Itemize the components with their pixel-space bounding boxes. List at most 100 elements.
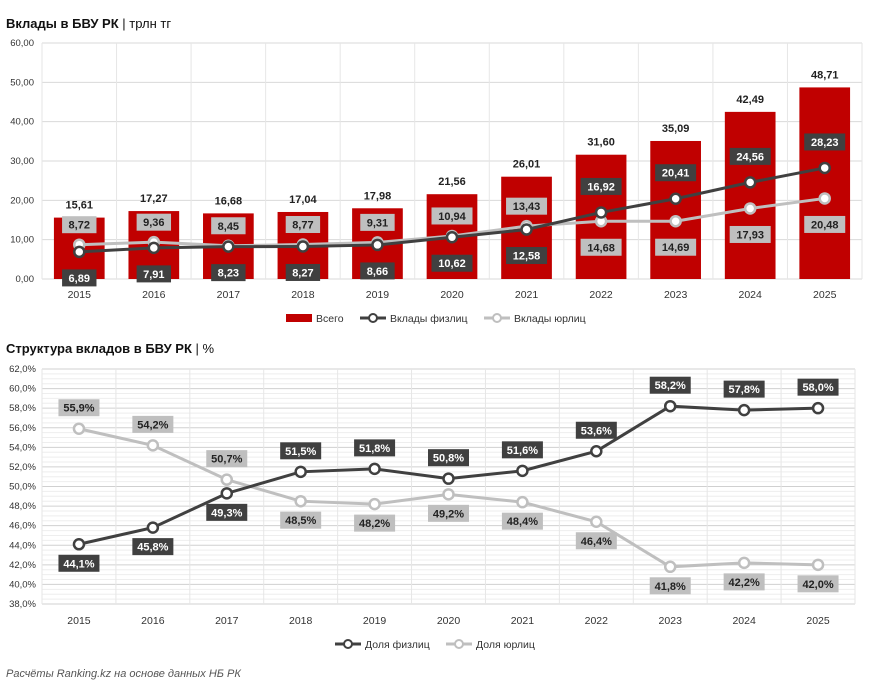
- yur-data-label: 8,45: [218, 221, 239, 233]
- yur-data-label-bg: [804, 215, 846, 233]
- share-yur-point: [737, 556, 751, 570]
- share-fiz-label: 57,8%: [729, 384, 760, 396]
- y-tick-label: 54,0%: [9, 442, 36, 453]
- share-fiz-point: [516, 464, 529, 478]
- share-fiz-label-bg: [501, 441, 543, 459]
- y-tick-label: 50,00: [10, 77, 34, 88]
- yur-data-label-bg: [580, 238, 622, 256]
- yur-data-label-bg: [136, 213, 172, 231]
- share-yur-point: [220, 473, 234, 486]
- share-yur-label: 42,2%: [729, 577, 760, 589]
- share-fiz-point: [220, 487, 234, 500]
- y-tick-label: 58,0%: [9, 403, 36, 414]
- y-tick-label: 42,0%: [9, 560, 36, 571]
- share-fiz-line: [78, 404, 819, 546]
- x-tick-label: 2023: [659, 615, 683, 627]
- fiz-data-label-bg: [136, 265, 172, 283]
- share-fiz-point: [737, 403, 751, 417]
- yur-data-label: 8,72: [69, 220, 90, 232]
- fiz-data-label: 6,89: [69, 273, 90, 285]
- y-tick-label: 60,00: [10, 38, 34, 49]
- yur-data-label-bg: [655, 238, 697, 256]
- bar-total-label: 35,09: [662, 123, 690, 135]
- bar-total-label: 17,98: [364, 190, 392, 202]
- fiz-data-label: 10,62: [438, 258, 466, 270]
- share-fiz-point: [442, 472, 455, 485]
- y-tick-label: 10,00: [10, 235, 34, 246]
- share-fiz-label-bg: [206, 503, 248, 521]
- chart2-title-separator: |: [195, 341, 199, 356]
- x-tick-label: 2022: [585, 615, 609, 627]
- bar-total-label: 42,49: [736, 94, 764, 106]
- series-fiz-point: [73, 245, 86, 259]
- yur-data-label-bg: [729, 225, 771, 243]
- chart2-title-unit: %: [202, 341, 215, 356]
- chart1-title-separator: |: [122, 16, 126, 31]
- y-tick-label: 0,00: [16, 274, 35, 285]
- legend-share-yur-label: Доля юрлиц: [476, 639, 535, 651]
- legend-fiz-marker: [368, 313, 378, 323]
- share-yur-point: [146, 439, 160, 452]
- x-tick-label: 2015: [67, 615, 91, 627]
- fiz-data-label-bg: [62, 269, 97, 287]
- fiz-data-label: 8,66: [367, 266, 388, 278]
- y-tick-label: 52,0%: [9, 462, 36, 473]
- fiz-data-label: 24,56: [736, 151, 764, 163]
- legend-total-swatch: [286, 314, 312, 322]
- share-yur-label-bg: [354, 514, 396, 532]
- share-yur-point: [442, 488, 455, 501]
- fiz-data-label-bg: [285, 263, 321, 281]
- share-yur-label-bg: [280, 511, 322, 529]
- yur-data-label-bg: [285, 216, 321, 234]
- share-fiz-point: [811, 401, 825, 415]
- fiz-data-label: 20,41: [662, 168, 690, 180]
- bar-total: [799, 87, 851, 279]
- share-fiz-point: [368, 462, 381, 476]
- fiz-data-label-bg: [729, 147, 771, 165]
- y-tick-label: 62,0%: [9, 364, 36, 375]
- x-tick-label: 2018: [289, 615, 313, 627]
- yur-data-label-bg: [431, 207, 473, 225]
- share-fiz-label: 51,6%: [507, 445, 538, 457]
- chart2-title: Структура вкладов в БВУ РК | %: [6, 341, 214, 356]
- series-fiz-point: [669, 192, 682, 205]
- fiz-data-label-bg: [804, 133, 846, 151]
- x-tick-label: 2017: [217, 289, 241, 301]
- share-fiz-label-bg: [354, 439, 396, 457]
- fiz-data-label: 8,23: [218, 268, 239, 280]
- fiz-data-label: 12,58: [513, 251, 541, 263]
- series-fiz-point: [818, 161, 831, 175]
- bar-total-label: 16,68: [215, 195, 243, 207]
- share-fiz-label: 49,3%: [211, 507, 242, 519]
- share-yur-label: 50,7%: [211, 454, 242, 466]
- yur-data-label: 17,93: [736, 229, 764, 241]
- y-tick-label: 60,0%: [9, 384, 36, 395]
- fiz-data-label-bg: [655, 164, 697, 182]
- chart1-title-text: Вклады в БВУ РК: [6, 16, 119, 31]
- share-fiz-point: [72, 538, 86, 551]
- share-fiz-label-bg: [649, 376, 691, 394]
- bar-total: [724, 111, 776, 279]
- y-tick-label: 44,0%: [9, 540, 36, 551]
- yur-data-label: 8,77: [292, 220, 313, 232]
- fiz-data-label-bg: [506, 247, 548, 265]
- yur-data-label: 9,36: [143, 217, 164, 229]
- x-tick-label: 2021: [515, 289, 539, 301]
- legend-share-fiz-label: Доля физлиц: [365, 639, 430, 651]
- fiz-data-label-bg: [360, 262, 395, 280]
- yur-data-label: 14,68: [587, 242, 615, 254]
- share-yur-label-bg: [723, 573, 765, 591]
- share-yur-label: 49,2%: [433, 508, 464, 520]
- x-tick-label: 2021: [511, 615, 535, 627]
- x-tick-label: 2015: [68, 289, 92, 301]
- yur-data-label-bg: [360, 213, 395, 231]
- series-yur-point: [743, 202, 757, 215]
- yur-data-label-bg: [506, 197, 548, 215]
- series-fiz-point: [520, 223, 533, 236]
- legend-yur-marker: [492, 313, 502, 323]
- share-fiz-label-bg: [280, 442, 322, 460]
- share-yur-label-bg: [501, 512, 543, 530]
- share-yur-point: [368, 497, 381, 511]
- share-yur-label: 41,8%: [655, 581, 686, 593]
- share-fiz-label: 44,1%: [63, 558, 94, 570]
